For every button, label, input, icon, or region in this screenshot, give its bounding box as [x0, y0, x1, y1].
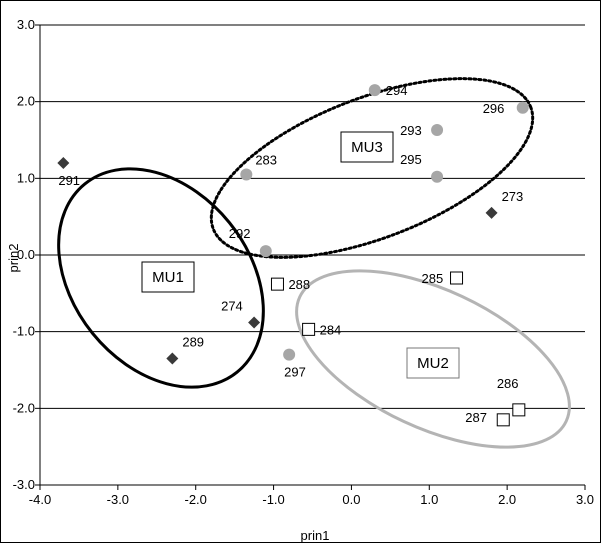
point-label: 294 [386, 83, 408, 98]
point-label: 287 [465, 410, 487, 425]
diamond-marker [485, 206, 498, 219]
point-label: 274 [221, 298, 243, 313]
x-tick-label: -3.0 [107, 492, 129, 507]
x-axis-title: prin1 [301, 528, 330, 543]
square-marker [450, 271, 464, 285]
point-label: 273 [502, 189, 524, 204]
x-tick-label: -4.0 [29, 492, 51, 507]
y-tick-label: -3.0 [13, 477, 35, 492]
x-tick-label: 1.0 [420, 492, 438, 507]
circle-marker [516, 101, 529, 114]
point-label: 289 [182, 335, 204, 350]
circle-marker [368, 84, 381, 97]
diamond-marker [57, 157, 70, 169]
point-label: 288 [288, 277, 310, 292]
square-marker [496, 413, 510, 427]
x-tick-label: -2.0 [185, 492, 207, 507]
group-label-box [406, 347, 460, 379]
circle-marker [431, 170, 444, 183]
group-label-box [141, 261, 195, 293]
y-tick-label: 2.0 [17, 94, 35, 109]
y-axis-title: prin2 [6, 244, 21, 273]
y-tick-label: -1.0 [13, 324, 35, 339]
circle-marker [283, 348, 296, 361]
circle-marker [431, 124, 444, 137]
point-label: 286 [497, 376, 519, 391]
point-label: 295 [400, 152, 422, 167]
square-marker [512, 403, 526, 417]
y-tick-label: 0.0 [17, 247, 35, 262]
group-label: MU2 [417, 355, 449, 372]
point-label: 284 [320, 322, 342, 337]
x-tick-label: 2.0 [498, 492, 516, 507]
y-tick-label: 1.0 [17, 170, 35, 185]
point-label: 291 [58, 173, 80, 188]
square-marker [270, 277, 284, 291]
group-ellipse-mu1 [57, 167, 265, 389]
x-tick-label: 0.0 [342, 492, 360, 507]
diamond-marker [248, 316, 261, 329]
circle-marker [259, 245, 272, 258]
group-label: MU3 [351, 139, 383, 156]
circle-marker [240, 168, 253, 181]
x-tick-label: 3.0 [576, 492, 594, 507]
square-marker [302, 322, 316, 336]
point-label: 283 [255, 153, 277, 168]
diamond-marker [166, 352, 179, 365]
group-label-box [340, 131, 394, 163]
point-label: 292 [229, 226, 251, 241]
y-tick-label: 3.0 [17, 17, 35, 32]
x-tick-label: -1.0 [262, 492, 284, 507]
point-label: 293 [400, 123, 422, 138]
point-label: 285 [422, 271, 444, 286]
point-label: 296 [483, 101, 505, 116]
group-ellipse-mu3 [209, 77, 535, 259]
group-label: MU1 [152, 269, 184, 286]
group-ellipse-mu2 [295, 269, 571, 449]
y-tick-label: -2.0 [13, 400, 35, 415]
point-label: 297 [284, 365, 306, 380]
